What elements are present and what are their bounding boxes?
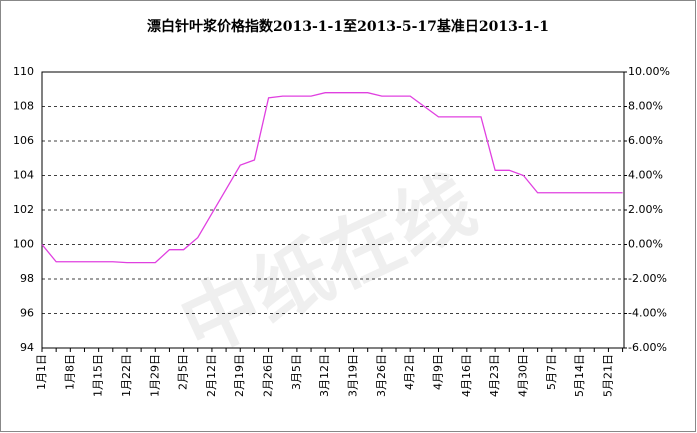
y2-tick-label: -6.00% [628,341,667,354]
chart-title: 漂白针叶浆价格指数2013-1-1至2013-5-17基准日2013-1-1 [147,18,549,35]
y2-tick-label: 10.00% [628,65,670,78]
x-tick-label: 2月26日 [262,354,275,397]
y2-tick-label: 4.00% [628,169,663,182]
x-tick-label: 4月2日 [403,354,416,390]
y-tick-label: 96 [20,307,34,320]
y-tick-label: 106 [13,134,34,147]
y-tick-label: 98 [20,272,34,285]
x-tick-label: 5月7日 [545,354,558,390]
x-tick-label: 1月29日 [148,354,161,397]
x-tick-label: 5月14日 [573,354,586,397]
x-tick-label: 5月21日 [601,354,614,397]
x-tick-label: 2月12日 [205,354,218,397]
x-tick-label: 3月5日 [290,354,303,390]
y-tick-label: 94 [20,341,34,354]
x-tick-label: 3月26日 [375,354,388,397]
x-tick-label: 1月15日 [92,354,105,397]
y-tick-label: 110 [13,65,34,78]
y-tick-label: 102 [13,203,34,216]
x-tick-label: 3月19日 [347,354,360,397]
x-tick-label: 1月8日 [63,354,76,390]
y2-tick-label: 6.00% [628,134,663,147]
x-tick-label: 1月22日 [120,354,133,397]
y2-tick-label: -4.00% [628,307,667,320]
x-tick-label: 2月19日 [233,354,246,397]
y2-tick-label: 0.00% [628,238,663,251]
x-tick-label: 2月5日 [177,354,190,390]
y2-tick-label: -2.00% [628,272,667,285]
y2-tick-label: 8.00% [628,100,663,113]
x-tick-label: 3月12日 [318,354,331,397]
x-tick-label: 1月1日 [35,354,48,390]
y-tick-label: 104 [13,169,34,182]
y2-tick-label: 2.00% [628,203,663,216]
y-tick-label: 100 [13,238,34,251]
series-line [41,92,623,264]
x-tick-label: 4月23日 [488,354,501,397]
x-tick-label: 4月30日 [516,354,529,397]
y-tick-label: 108 [13,100,34,113]
x-tick-label: 4月9日 [431,354,444,390]
x-tick-label: 4月16日 [460,354,473,397]
